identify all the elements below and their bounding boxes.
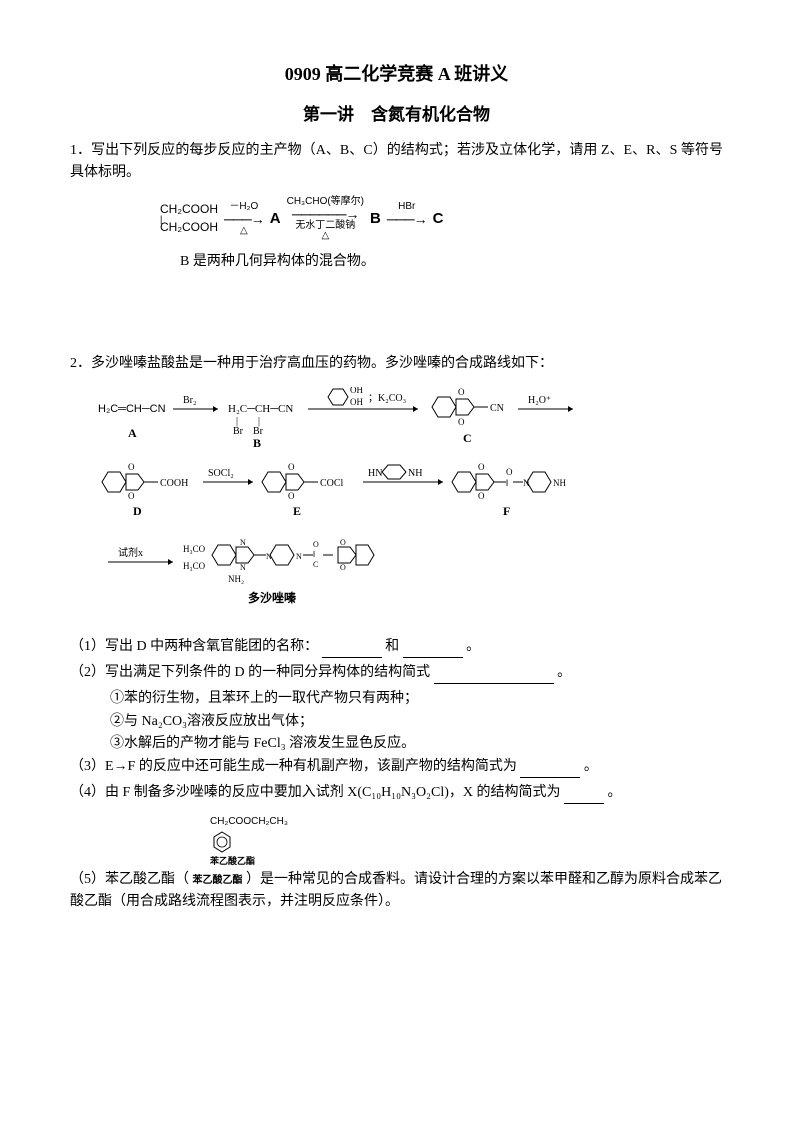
blank-3 [520, 762, 580, 778]
question-1-note: B 是两种几何异构体的混合物。 [180, 251, 723, 273]
reactant-bot: CH₂COOH [160, 221, 218, 234]
sub2-text: （2）写出满足下列条件的 D 的一种同分异构体的结构简式 [70, 665, 430, 680]
sub2-condition-1: ①苯的衍生物，且苯环上的一取代产物只有两种； [110, 688, 723, 710]
sub-question-2: （2）写出满足下列条件的 D 的一种同分异构体的结构简式 。 [70, 662, 723, 684]
sub1-and: 和 [385, 639, 399, 654]
benzene-icon [210, 830, 234, 854]
svg-text:O: O [288, 462, 295, 472]
arrow-step3: HBr ───→ [387, 202, 427, 236]
svg-text:O: O [288, 491, 295, 501]
blank-2 [434, 668, 554, 684]
svg-text:B: B [253, 436, 261, 450]
svg-text:O: O [506, 467, 513, 477]
reaction-scheme-1: CH₂COOH | CH₂COOH －H₂O ───→ △ A CH₃CHO(等… [160, 197, 723, 241]
svg-text:COOH: COOH [160, 478, 188, 489]
svg-text:OH: OH [350, 387, 363, 395]
svg-text:O: O [458, 387, 465, 397]
document-title: 0909 高二化学竞赛 A 班讲义 [70, 60, 723, 89]
sub3-text: （3）E→F 的反应中还可能生成一种有机副产物，该副产物的结构简式为 [70, 759, 517, 774]
sub-question-4: （4）由 F 制备多沙唑嗪的反应中要加入试剂 X(C₁₀H₁₀N₃O₂Cl)，X… [70, 782, 723, 804]
document-subtitle: 第一讲 含氮有机化合物 [70, 101, 723, 128]
product-a: A [270, 207, 281, 231]
svg-text:F: F [503, 504, 510, 518]
svg-text:NH₂: NH₂ [228, 574, 244, 584]
sub-question-1: （1）写出 D 中两种含氧官能团的名称： 和 。 [70, 636, 723, 658]
sub5-text-start: （5）苯乙酸乙酯（ [70, 872, 189, 887]
svg-text:E: E [293, 504, 301, 518]
blank-1a [322, 642, 382, 658]
sub5-inline-label: 苯乙酸乙酯 [193, 875, 243, 886]
svg-text:NH: NH [408, 468, 422, 479]
sub1-end: 。 [466, 639, 480, 654]
svg-text:O: O [128, 491, 135, 501]
svg-text:H₃CO: H₃CO [183, 544, 206, 554]
sub5-chem-top: CH₂COOCH₂CH₃ [210, 814, 723, 830]
svg-text:H₂C═CH─CN: H₂C═CH─CN [98, 403, 166, 415]
sub2-end: 。 [557, 665, 571, 680]
svg-text:O: O [128, 462, 135, 472]
sub-question-3: （3）E→F 的反应中还可能生成一种有机副产物，该副产物的结构简式为 。 [70, 756, 723, 778]
svg-text:HN: HN [368, 468, 382, 479]
svg-text:H₂O⁺: H₂O⁺ [528, 395, 551, 406]
sub2-condition-2: ②与 Na₂CO₃溶液反应放出气体； [110, 711, 723, 733]
arrow-step2: CH₃CHO(等摩尔) ──────→ 无水丁二酸钠 △ [287, 197, 364, 241]
svg-text:‖: ‖ [313, 550, 315, 559]
svg-text:C: C [463, 431, 472, 445]
svg-text:OH: OH [350, 397, 363, 407]
sub2-condition-3: ③水解后的产物才能与 FeCl₃ 溶液发生显色反应。 [110, 733, 723, 755]
sub1-text: （1）写出 D 中两种含氧官能团的名称： [70, 639, 318, 654]
blank-1b [403, 642, 463, 658]
svg-text:‖: ‖ [506, 478, 509, 488]
svg-text:H₂C─CH─CN: H₂C─CH─CN [228, 403, 293, 415]
svg-text:D: D [133, 504, 142, 518]
sub5-chem-structure: CH₂COOCH₂CH₃ 苯乙酸乙酯 [210, 814, 723, 868]
svg-text:A: A [128, 426, 137, 440]
svg-text:CN: CN [490, 403, 504, 414]
svg-text:N: N [240, 563, 246, 572]
svg-text:N: N [240, 538, 246, 547]
sub-question-5: （5）苯乙酸乙酯（ 苯乙酸乙酯 ）是一种常见的合成香料。请设计合理的方案以苯甲醛… [70, 869, 723, 914]
synthesis-route-diagram: H₂C═CH─CN A Br₂ H₂C─CH─CN | | Br Br B OH… [87, 386, 707, 626]
svg-text:Br₂: Br₂ [183, 395, 197, 406]
svg-text:COCl: COCl [320, 478, 344, 489]
svg-text:O: O [340, 538, 346, 547]
question-1-text: 1．写出下列反应的每步反应的主产物（A、B、C）的结构式；若涉及立体化学，请用 … [70, 140, 723, 185]
step2-condition-bot2: △ [321, 231, 329, 241]
svg-text:O: O [478, 462, 485, 472]
svg-text:O: O [478, 491, 485, 501]
svg-text:N: N [296, 552, 302, 561]
sub5-chem-label: 苯乙酸乙酯 [210, 854, 723, 868]
svg-text:NH: NH [553, 478, 566, 488]
svg-text:O: O [458, 417, 465, 427]
svg-text:SOCl₂: SOCl₂ [208, 468, 234, 479]
product-b: B [370, 207, 381, 231]
arrow-step1: －H₂O ───→ △ [224, 202, 264, 236]
step1-condition-bot: △ [240, 226, 248, 236]
svg-text:O: O [340, 563, 346, 572]
svg-text:试剂x: 试剂x [118, 546, 143, 559]
question-2-text: 2．多沙唑嗪盐酸盐是一种用于治疗高血压的药物。多沙唑嗪的合成路线如下： [70, 353, 723, 375]
svg-text:多沙唑嗪: 多沙唑嗪 [248, 590, 297, 605]
svg-text:C: C [313, 560, 318, 569]
sub3-end: 。 [584, 759, 598, 774]
product-c: C [433, 207, 444, 231]
reactant-succinic: CH₂COOH | CH₂COOH [160, 203, 218, 234]
svg-text:O: O [313, 540, 319, 549]
blank-4 [564, 788, 604, 804]
svg-text:；K₂CO₃: ；K₂CO₃ [368, 393, 406, 404]
reactant-top: CH₂COOH [160, 203, 218, 216]
svg-text:H₃CO: H₃CO [183, 561, 206, 571]
sub4-end: 。 [608, 785, 622, 800]
sub4-text: （4）由 F 制备多沙唑嗪的反应中要加入试剂 X(C₁₀H₁₀N₃O₂Cl)，X… [70, 785, 561, 800]
